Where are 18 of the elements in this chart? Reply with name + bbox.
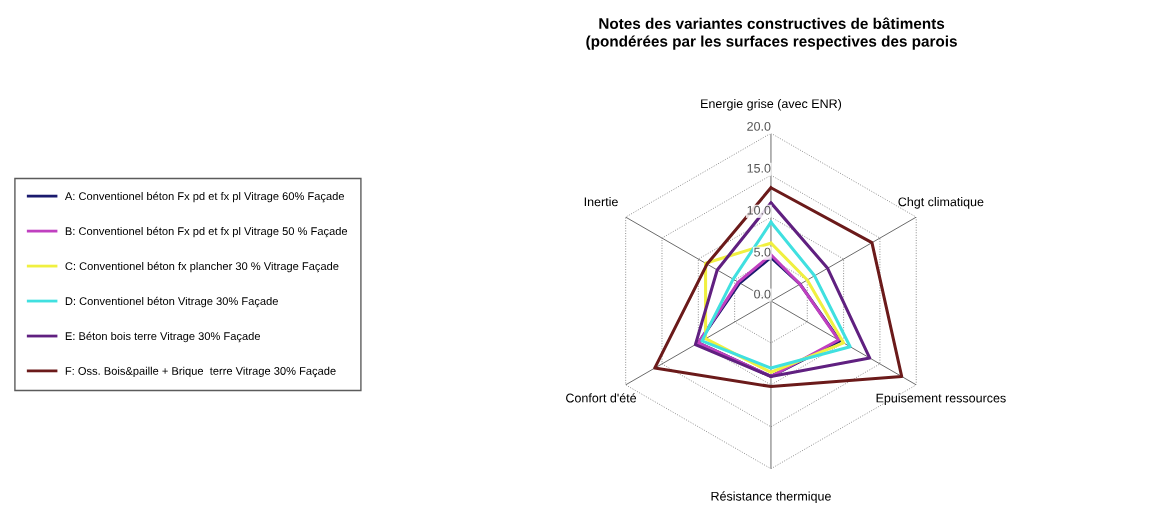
legend-label: B: Conventionel béton Fx pd et fx pl Vitrage 50 % Façade [65,226,348,238]
legend-label: D: Conventionel béton Vitrage 30% Façade [65,296,278,308]
spoke-label: Confort d'été [566,393,637,403]
legend-label: A: Conventionel béton Fx pd et fx pl Vitrage 60% Façade [64,191,345,203]
y-tick-label: 10.0 [747,205,771,215]
y-tick-label: 0.0 [754,289,771,299]
spoke-label: Résistance thermique [711,491,831,504]
legend-label: E: Béton bois terre Vitrage 30% Façade [65,331,261,343]
y-tick-label: 5.0 [754,247,771,257]
spoke-label: Energie grise (avec ENR) [701,98,842,111]
spoke-label: Chgt climatique [898,197,984,209]
y-tick-label: 20.0 [747,121,771,131]
legend-label: C: Conventionel béton fx plancher 30 % Vitrage Façade [65,261,339,273]
spoke-label: Epuisement ressources [876,393,1006,405]
legend-label: F: Oss. Bois&paille + Brique terre Vitrage 30% Façade [65,366,336,378]
y-tick-label: 15.0 [747,163,771,173]
spoke-label: Inertie [584,197,618,207]
chart-title: Notes des variantes constructives de bâtiments (pondérées par les surfaces respectives des parois [586,17,957,50]
